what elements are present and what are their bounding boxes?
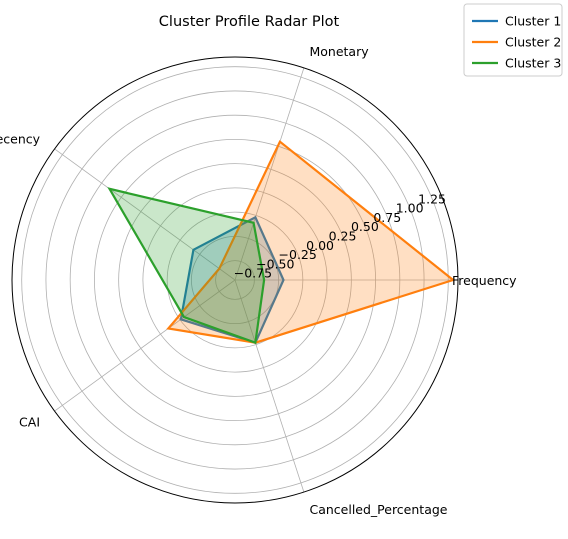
radial-tick-labels: −0.75−0.50−0.250.000.250.500.751.001.25	[234, 191, 446, 280]
legend-label-2: Cluster 2	[505, 35, 561, 50]
radial-tick-label: −0.50	[256, 256, 294, 271]
series-line-3	[107, 187, 266, 345]
series-line-1	[179, 215, 285, 345]
axis-label-monetary: Monetary	[309, 44, 369, 59]
legend: Cluster 1 Cluster 2 Cluster 3	[463, 3, 563, 77]
radial-tick-label: 0.00	[306, 238, 334, 253]
axis-label-frequency: Frequency	[452, 273, 517, 288]
polar-frame	[11, 56, 459, 504]
axis-label-cancelled-percentage: Cancelled_Percentage	[309, 502, 447, 517]
axis-spoke-1	[234, 67, 305, 281]
series-layer	[107, 139, 456, 345]
axis-labels: Frequency Monetary Recency CAI Cancelled_Per…	[0, 44, 517, 517]
legend-label-3: Cluster 3	[505, 56, 561, 71]
radial-grid	[11, 56, 459, 504]
radial-tick-label: 1.00	[396, 201, 424, 216]
series-fill-3	[109, 188, 265, 343]
axis-label-recency: Recency	[0, 131, 41, 146]
radial-tick-label: 0.75	[373, 210, 401, 225]
radial-tick-label: −0.25	[279, 247, 317, 262]
chart-title: Cluster Profile Radar Plot	[159, 14, 340, 30]
series-fill-2	[168, 141, 454, 343]
axis-spoke-2	[54, 148, 236, 281]
axis-spoke-3	[54, 279, 236, 412]
radial-tick-label: 0.25	[329, 228, 357, 243]
axis-label-cai: CAI	[19, 415, 40, 430]
series-line-2	[166, 139, 456, 344]
axis-spoke-4	[234, 279, 305, 493]
legend-label-1: Cluster 1	[505, 14, 561, 29]
radial-tick-label: 0.50	[351, 219, 379, 234]
radial-tick-label: 1.25	[418, 191, 446, 206]
radial-tick-label: −0.75	[234, 266, 272, 281]
